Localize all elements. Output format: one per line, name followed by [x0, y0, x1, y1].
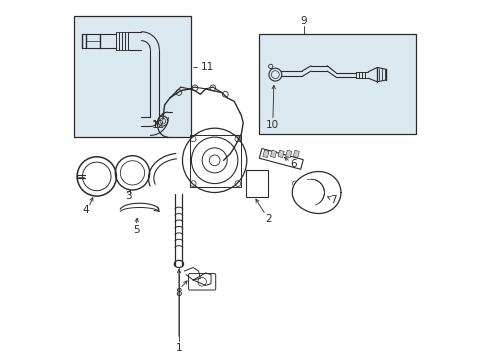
Bar — [270, 150, 276, 158]
Bar — [74, 16, 192, 137]
Bar — [263, 150, 269, 158]
Text: 1: 1 — [175, 343, 182, 353]
Bar — [286, 150, 292, 158]
FancyBboxPatch shape — [189, 274, 216, 290]
Text: 12: 12 — [152, 120, 165, 130]
FancyBboxPatch shape — [245, 170, 268, 197]
Text: 2: 2 — [265, 214, 271, 224]
Text: 6: 6 — [290, 159, 296, 169]
Polygon shape — [293, 171, 341, 213]
Bar — [278, 150, 284, 158]
Text: 3: 3 — [125, 191, 132, 201]
Bar — [259, 33, 416, 134]
Text: 5: 5 — [133, 225, 139, 235]
Text: 9: 9 — [301, 17, 307, 26]
Bar — [293, 150, 299, 158]
Bar — [259, 149, 303, 169]
Text: 8: 8 — [175, 288, 182, 297]
Text: 10: 10 — [266, 120, 279, 130]
Text: 11: 11 — [200, 63, 214, 72]
Text: 4: 4 — [83, 205, 89, 215]
Text: 7: 7 — [330, 195, 337, 204]
